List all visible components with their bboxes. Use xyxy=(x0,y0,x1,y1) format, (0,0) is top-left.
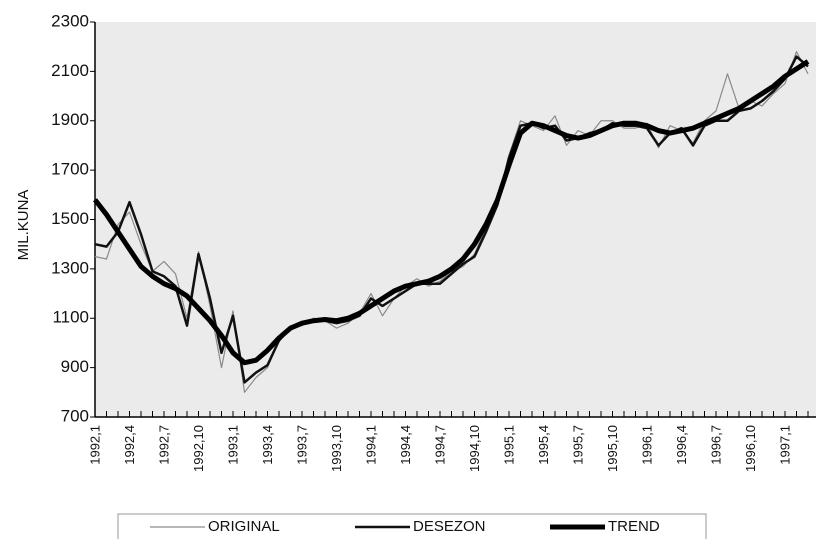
x-tick-label: 1995,7 xyxy=(570,425,585,465)
y-tick-label: 2100 xyxy=(51,61,89,80)
y-tick-label: 1300 xyxy=(51,258,89,277)
y-tick-label: 1500 xyxy=(51,209,89,228)
x-tick-label: 1993,4 xyxy=(260,425,275,465)
x-tick-label: 1994,10 xyxy=(467,425,482,472)
x-tick-label: 1996,10 xyxy=(743,425,758,472)
series-line xyxy=(94,55,809,384)
x-tick-label: 1995,4 xyxy=(536,425,551,465)
x-tick-label: 1996,1 xyxy=(639,425,654,465)
x-tick-label: 1993,10 xyxy=(329,425,344,472)
legend-label: DESEZON xyxy=(413,518,486,535)
y-tick-label: 900 xyxy=(61,357,89,376)
legend-label: TREND xyxy=(608,518,660,535)
x-tick-label: 1996,4 xyxy=(674,425,689,465)
y-tick-label: 1100 xyxy=(52,308,89,327)
legend xyxy=(117,513,707,539)
x-tick-label: 1996,7 xyxy=(708,425,723,465)
x-tick-label: 1995,10 xyxy=(605,425,620,472)
y-tick-label: 2300 xyxy=(51,11,89,30)
y-tick-label: 1700 xyxy=(51,160,89,179)
x-tick-label: 1994,4 xyxy=(398,425,413,465)
plot-area xyxy=(95,22,816,417)
y-axis-label: MIL.KUNA xyxy=(15,190,32,261)
x-tick-label: 1993,1 xyxy=(225,425,240,465)
y-tick-label: 700 xyxy=(61,406,89,425)
x-tick-label: 1992,7 xyxy=(156,425,171,465)
legend-label: ORIGINAL xyxy=(208,518,280,535)
y-tick-label: 1900 xyxy=(51,110,89,129)
x-tick-label: 1992,4 xyxy=(122,425,137,465)
x-tick-label: 1992,1 xyxy=(87,425,102,465)
x-tick-label: 1994,7 xyxy=(432,425,447,465)
x-tick-label: 1994,1 xyxy=(363,425,378,465)
x-tick-label: 1995,1 xyxy=(501,425,516,465)
x-tick-label: 1992,10 xyxy=(191,425,206,472)
x-tick-label: 1993,7 xyxy=(294,425,309,465)
x-tick-label: 1997,1 xyxy=(777,425,792,465)
series-line xyxy=(93,59,810,366)
